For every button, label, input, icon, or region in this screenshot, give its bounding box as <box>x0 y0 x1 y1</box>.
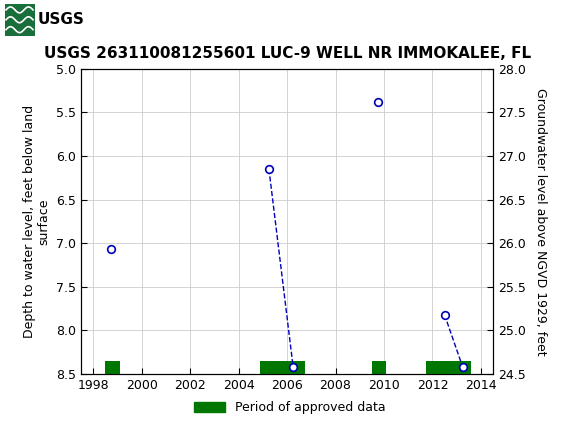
Title: USGS 263110081255601 LUC-9 WELL NR IMMOKALEE, FL: USGS 263110081255601 LUC-9 WELL NR IMMOK… <box>44 46 531 61</box>
Bar <box>5 4 35 36</box>
Bar <box>5 4 90 36</box>
Text: USGS: USGS <box>38 12 85 27</box>
Legend: Period of approved data: Period of approved data <box>189 396 391 419</box>
Y-axis label: Groundwater level above NGVD 1929, feet: Groundwater level above NGVD 1929, feet <box>534 88 547 355</box>
Bar <box>106 361 120 374</box>
Bar <box>260 361 305 374</box>
Y-axis label: Depth to water level, feet below land
surface: Depth to water level, feet below land su… <box>23 105 51 338</box>
Bar <box>372 361 386 374</box>
Bar <box>426 361 471 374</box>
